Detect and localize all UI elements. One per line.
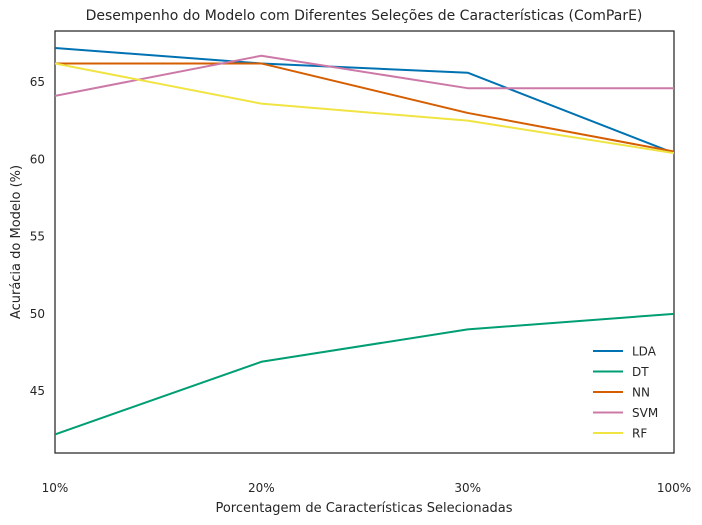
plot-area-frame: [54, 30, 675, 454]
series-line-svm: [55, 54, 674, 97]
series-line-rf: [55, 62, 674, 155]
legend-label-dt: DT: [632, 365, 649, 379]
y-tick-label: 45: [30, 384, 45, 398]
series-lines: [55, 47, 674, 436]
y-tick-label: 65: [30, 75, 45, 89]
y-axis-label: Acurácia do Modelo (%): [9, 165, 24, 319]
x-tick-label: 10%: [42, 481, 69, 495]
series-line-lda: [55, 47, 674, 155]
x-axis-label: Porcentagem de Características Seleciona…: [215, 501, 512, 516]
y-tick-label: 50: [30, 307, 45, 321]
chart-title: Desempenho do Modelo com Diferentes Sele…: [86, 8, 643, 24]
legend: LDA DT NN SVM RF: [593, 345, 658, 441]
x-axis-ticks: 10% 20% 30% 100%: [42, 481, 691, 495]
legend-label-lda: LDA: [632, 345, 657, 359]
series-line-nn: [55, 62, 674, 153]
x-tick-label: 30%: [454, 481, 481, 495]
y-tick-label: 60: [30, 152, 45, 166]
legend-label-rf: RF: [632, 427, 647, 441]
x-tick-label: 20%: [248, 481, 275, 495]
x-tick-label: 100%: [657, 481, 691, 495]
y-axis-ticks: 45 50 55 60 65: [30, 75, 45, 398]
y-tick-label: 55: [30, 230, 45, 244]
series-line-dt: [55, 312, 674, 436]
legend-label-svm: SVM: [632, 406, 658, 420]
legend-label-nn: NN: [632, 386, 650, 400]
